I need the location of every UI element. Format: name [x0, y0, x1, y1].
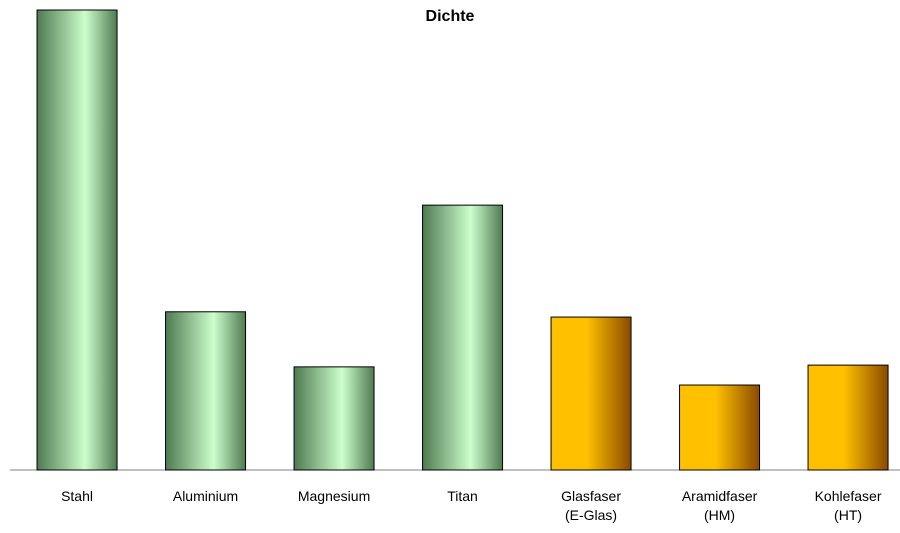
x-tick-label: Glasfaser (E-Glas): [561, 488, 621, 523]
bar: [422, 204, 504, 471]
bar: [550, 316, 632, 471]
bar: [679, 384, 761, 471]
bar: [165, 311, 247, 471]
x-tick-label: Magnesium: [297, 488, 371, 504]
x-tick-label: Aramidfaser (HM): [681, 488, 758, 523]
bar: [36, 9, 118, 471]
chart-title: Dichte: [425, 8, 475, 25]
bar: [807, 364, 889, 471]
bar: [293, 366, 375, 471]
x-tick-label: Aluminium: [172, 488, 239, 504]
x-tick-label: Titan: [447, 488, 478, 504]
x-tick-label: Kohlefaser (HT): [814, 488, 882, 523]
x-tick-label: Stahl: [61, 488, 93, 504]
